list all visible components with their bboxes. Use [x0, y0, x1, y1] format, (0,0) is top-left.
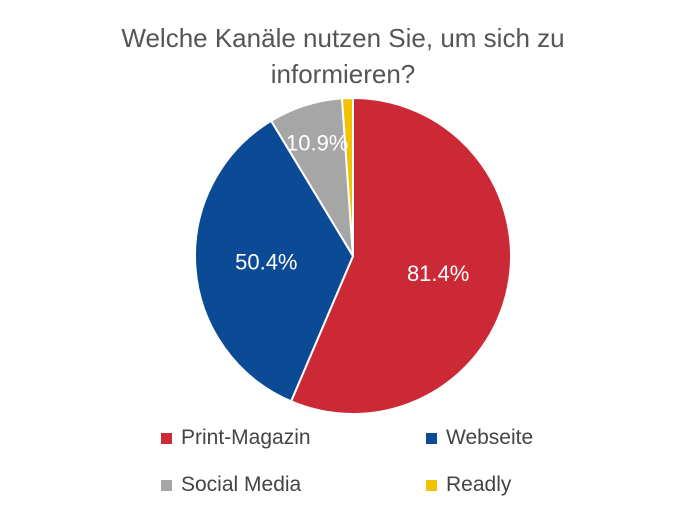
legend-label-readly: Readly: [446, 473, 512, 496]
pie-slice-print-magazin: [289, 96, 512, 415]
legend-swatch-readly: [426, 479, 437, 491]
pie-slice-readly: [340, 96, 354, 257]
legend-item-readly: Readly: [426, 471, 511, 499]
slice-label-social-media: 10.9%: [286, 131, 348, 156]
slice-label-print-magazin: 81.4%: [407, 261, 469, 286]
pie-labels: 81.4% 50.4% 10.9%: [235, 131, 469, 286]
legend-item-webseite: Webseite: [426, 424, 533, 452]
legend-swatch-social-media: [161, 479, 172, 491]
legend-swatch-print-magazin: [161, 432, 172, 444]
legend-label-social-media: Social Media: [181, 473, 302, 496]
pie-slices: [194, 96, 512, 415]
legend-label-print-magazin: Print-Magazin: [181, 426, 311, 449]
legend-label-webseite: Webseite: [446, 426, 534, 449]
legend-swatch-webseite: [426, 432, 437, 444]
chart-title: Welche Kanäle nutzen Sie, um sich zu inf…: [121, 23, 565, 89]
legend-item-social-media: Social Media: [161, 471, 301, 499]
slice-label-webseite: 50.4%: [235, 250, 297, 275]
legend-item-print-magazin: Print-Magazin: [161, 424, 311, 452]
